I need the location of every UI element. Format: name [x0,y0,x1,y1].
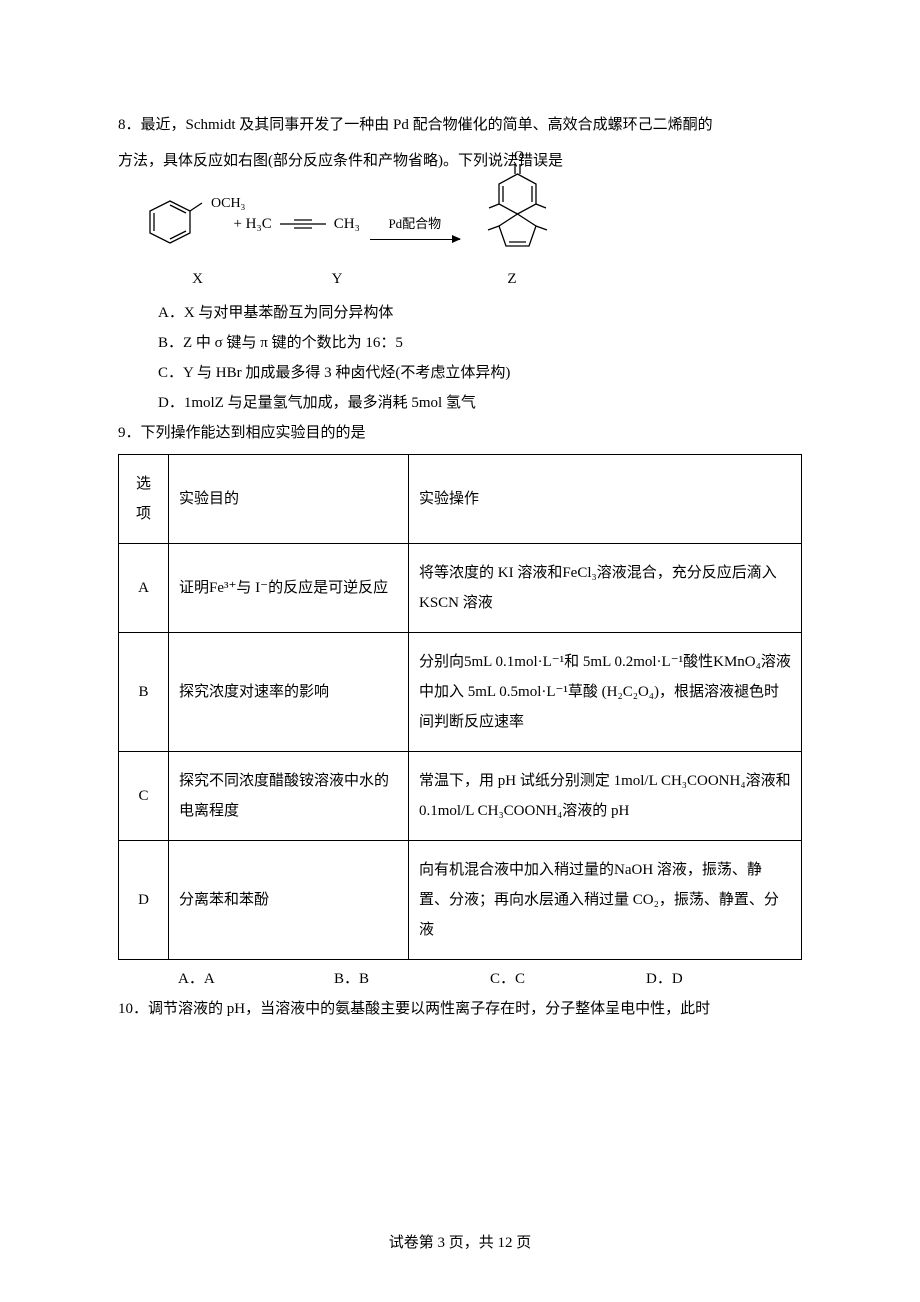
plus-h3c: + H₃C [233,209,271,239]
q9-ans-a: A．A [178,964,334,994]
q8-option-a: A．X 与对甲基苯酚互为同分异构体 [158,298,802,328]
q9-table: 选项 实验目的 实验操作 A 证明Fe³⁺与 I⁻的反应是可逆反应 将等浓度的 … [118,454,802,960]
q8-option-d: D．1molZ 与足量氢气加成，最多消耗 5mol 氢气 [158,388,802,418]
svg-text:O: O [514,150,524,164]
cell-op: 将等浓度的 KI 溶液和FeCl₃溶液混合，充分反应后滴入KSCN 溶液 [409,544,802,633]
cell-opt: B [119,633,169,752]
cell-opt: C [119,752,169,841]
q9-ans-b: B．B [334,964,490,994]
cell-purpose: 证明Fe³⁺与 I⁻的反应是可逆反应 [169,544,409,633]
table-row: D 分离苯和苯酚 向有机混合液中加入稍过量的NaOH 溶液，振荡、静置、分液；再… [119,841,802,960]
q8-option-b: B．Z 中 σ 键与 π 键的个数比为 16：5 [158,328,802,358]
table-row: C 探究不同浓度醋酸铵溶液中水的电离程度 常温下，用 pH 试纸分别测定 1mo… [119,752,802,841]
cell-purpose: 探究浓度对速率的影响 [169,633,409,752]
label-y: Y [237,264,377,294]
reaction-diagram: OCH₃ + H₃C CH₃ Pd配合物 O [142,188,802,260]
q9-answers: A．A B．B C．C D．D [118,964,802,994]
th-operation: 实验操作 [409,455,802,544]
question-10: 10．调节溶液的 pH，当溶液中的氨基酸主要以两性离子存在时，分子整体呈电中性，… [118,994,802,1024]
label-z: Z [377,264,517,294]
ch3-right: CH₃ [334,209,360,239]
th-purpose: 实验目的 [169,455,409,544]
xyz-labels: X Y Z [142,264,802,294]
label-x: X [142,264,237,294]
triple-bond-icon [276,214,330,234]
cell-op: 向有机混合液中加入稍过量的NaOH 溶液，振荡、静置、分液；再向水层通入稍过量 … [409,841,802,960]
page-footer: 试卷第 3 页，共 12 页 [0,1228,920,1258]
table-header-row: 选项 实验目的 实验操作 [119,455,802,544]
question-8: 8．最近，Schmidt 及其同事开发了一种由 Pd 配合物催化的简单、高效合成… [118,110,802,418]
q10-stem: 10．调节溶液的 pH，当溶液中的氨基酸主要以两性离子存在时，分子整体呈电中性，… [118,994,802,1024]
arrow-label: Pd配合物 [388,216,441,231]
question-9: 9．下列操作能达到相应实验目的的是 选项 实验目的 实验操作 A 证明Fe³⁺与… [118,418,802,994]
q8-stem-line1: 8．最近，Schmidt 及其同事开发了一种由 Pd 配合物催化的简单、高效合成… [118,110,802,140]
th-option: 选项 [119,455,169,544]
cell-op: 常温下，用 pH 试纸分别测定 1mol/L CH₃COONH₄溶液和 0.1m… [409,752,802,841]
cell-opt: A [119,544,169,633]
cell-purpose: 分离苯和苯酚 [169,841,409,960]
table-row: B 探究浓度对速率的影响 分别向5mL 0.1mol·L⁻¹和 5mL 0.2m… [119,633,802,752]
q8-stem-line2: 方法，具体反应如右图(部分反应条件和产物省略)。下列说法错误是 [118,146,802,176]
reaction-arrow-icon: Pd配合物 [370,209,460,240]
table-row: A 证明Fe³⁺与 I⁻的反应是可逆反应 将等浓度的 KI 溶液和FeCl₃溶液… [119,544,802,633]
product-z-icon: O [470,150,566,260]
q9-ans-d: D．D [646,964,802,994]
q9-ans-c: C．C [490,964,646,994]
q8-options: A．X 与对甲基苯酚互为同分异构体 B．Z 中 σ 键与 π 键的个数比为 16… [118,298,802,418]
q9-stem: 9．下列操作能达到相应实验目的的是 [118,418,802,448]
cell-opt: D [119,841,169,960]
q8-option-c: C．Y 与 HBr 加成最多得 3 种卤代烃(不考虑立体异构) [158,358,802,388]
cell-purpose: 探究不同浓度醋酸铵溶液中水的电离程度 [169,752,409,841]
cell-op: 分别向5mL 0.1mol·L⁻¹和 5mL 0.2mol·L⁻¹酸性KMnO₄… [409,633,802,752]
